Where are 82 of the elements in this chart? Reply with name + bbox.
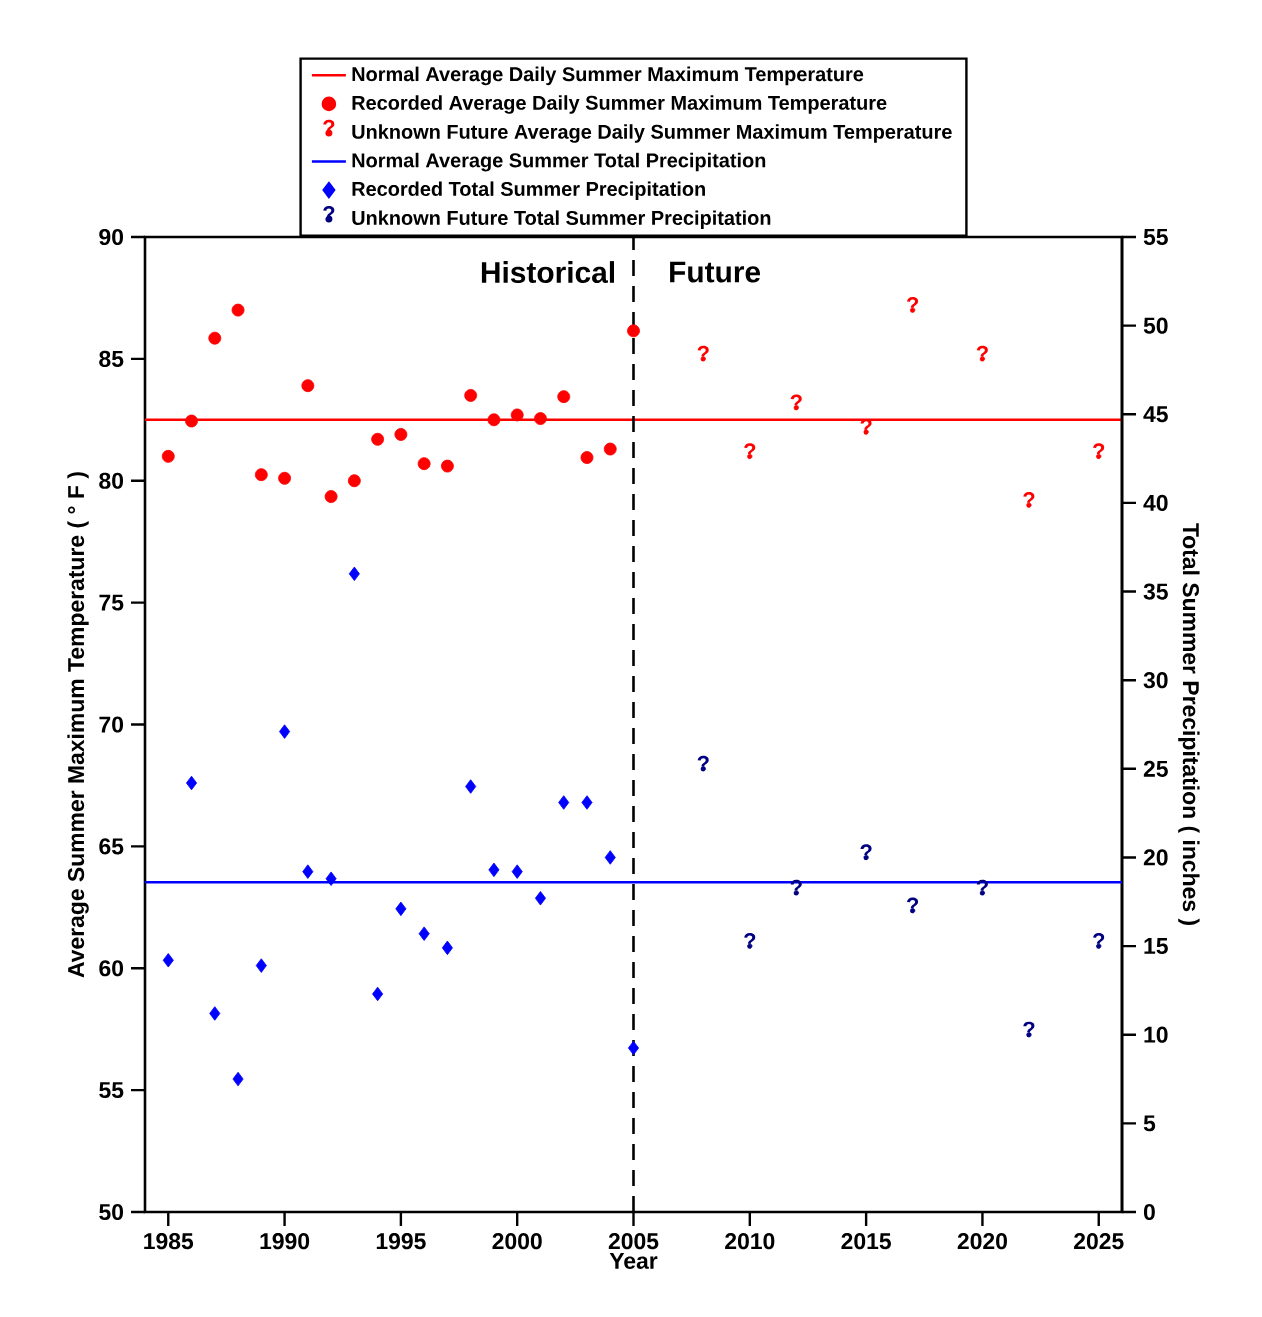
y-tick-label: 80 — [99, 472, 124, 489]
point — [372, 986, 384, 1002]
point — [278, 471, 291, 485]
legend-label: Recorded Total Summer Precipitation — [352, 181, 705, 200]
y2-tick-label: 0 — [1143, 1203, 1155, 1221]
y-tick-label: 70 — [99, 716, 124, 733]
y2-tick-label: 50 — [1143, 317, 1168, 334]
legend-label: Normal Average Summer Total Precipitation — [352, 152, 766, 172]
x-tick-label: 2025 — [1074, 1233, 1124, 1250]
y-tick-label: 60 — [99, 960, 124, 977]
y-tick-label: 75 — [99, 594, 124, 611]
point — [488, 862, 500, 878]
legend-label: Recorded Average Daily Summer Maximum Temperature — [352, 95, 887, 114]
point — [209, 1006, 221, 1021]
point — [301, 379, 315, 393]
point — [417, 457, 431, 471]
point — [603, 442, 617, 456]
point — [208, 331, 222, 345]
y2-tick-label: 20 — [1143, 849, 1168, 866]
point — [348, 566, 360, 582]
x-tick-label: 1985 — [144, 1233, 194, 1250]
point — [279, 724, 291, 739]
point — [395, 901, 407, 917]
point — [394, 428, 408, 441]
point — [254, 468, 268, 482]
point — [534, 412, 547, 425]
point — [255, 958, 267, 973]
point — [185, 414, 198, 428]
point — [302, 864, 314, 879]
y2-tick-label: 40 — [1143, 494, 1168, 512]
legend-label: Normal Average Daily Summer Maximum Temperature — [352, 66, 864, 86]
point — [232, 1071, 244, 1087]
point — [487, 413, 501, 427]
y2-tick-label: 45 — [1143, 406, 1168, 423]
point — [231, 303, 245, 317]
point — [511, 864, 523, 879]
point — [604, 850, 616, 865]
point — [325, 871, 337, 886]
legend-label: Unknown Future Average Daily Summer Maximum Temperature — [352, 124, 952, 143]
y-tick-label: 85 — [99, 350, 124, 367]
y2-tick-label: 15 — [1144, 938, 1168, 955]
point — [324, 490, 338, 503]
point — [558, 795, 570, 810]
point — [464, 389, 478, 402]
y2-tick-label: 55 — [1143, 229, 1168, 245]
y2-tick-label: 35 — [1143, 583, 1168, 600]
point — [581, 795, 593, 810]
y-axis-title: Average Summer Maximum Temperature ( ° F ) — [67, 472, 89, 978]
x-tick-label: 2015 — [841, 1233, 891, 1250]
point — [441, 459, 454, 473]
point — [627, 324, 640, 338]
y-tick-label: 50 — [99, 1203, 124, 1221]
x-tick-label: 2000 — [492, 1233, 542, 1250]
legend-label: Unknown Future Total Summer Precipitation — [352, 210, 771, 229]
x-tick-label: 2005 — [608, 1233, 659, 1250]
y2-tick-label: 30 — [1143, 672, 1168, 689]
point — [557, 390, 571, 404]
point — [441, 940, 453, 956]
annotation: Future — [670, 261, 761, 283]
point — [186, 775, 198, 791]
point — [465, 779, 477, 794]
point — [418, 926, 430, 941]
y2-tick-label: 25 — [1143, 760, 1168, 777]
x-axis-title: Year — [609, 1252, 658, 1269]
annotation: Historical — [481, 261, 614, 284]
y2-axis-title: Total Summer Precipitation ( inches ) — [1178, 523, 1200, 925]
point — [162, 953, 174, 968]
y2-tick-label: 5 — [1143, 1115, 1156, 1132]
y-tick-label: 55 — [99, 1082, 124, 1099]
x-tick-label: 2020 — [957, 1233, 1007, 1250]
point — [580, 451, 594, 464]
x-tick-label: 2010 — [725, 1233, 775, 1250]
x-tick-label: 1995 — [376, 1233, 426, 1250]
point — [534, 891, 546, 906]
y2-tick-label: 10 — [1144, 1026, 1168, 1043]
point — [371, 432, 385, 446]
point — [347, 474, 361, 488]
y-tick-label: 90 — [99, 228, 124, 246]
point — [510, 408, 524, 422]
y-tick-label: 65 — [99, 838, 124, 855]
x-tick-label: 1990 — [260, 1233, 310, 1250]
point — [161, 449, 175, 463]
